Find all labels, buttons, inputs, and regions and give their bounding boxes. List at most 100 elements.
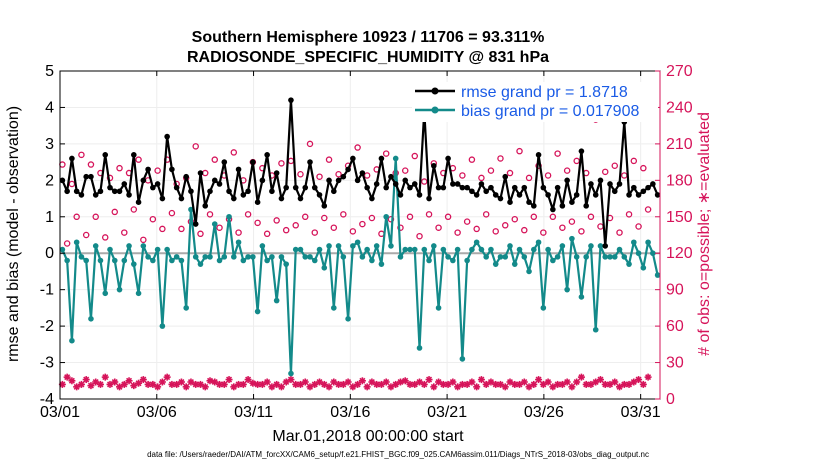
- possible-obs-marker: [154, 167, 161, 174]
- rmse-point: [483, 188, 489, 195]
- chart-title-line1: Southern Hemisphere 10923 / 11706 = 93.3…: [192, 29, 545, 46]
- rmse-point: [597, 177, 604, 184]
- evaluated-obs-stroke: [502, 383, 509, 390]
- possible-obs-series: [59, 116, 652, 247]
- possible-obs-marker: [92, 213, 99, 221]
- bias-point: [245, 254, 251, 260]
- possible-obs-marker: [368, 214, 376, 222]
- evaluated-obs-marker: [135, 379, 143, 387]
- possible-obs-marker: [59, 161, 66, 168]
- rmse-point: [135, 199, 142, 205]
- evaluated-obs-marker: [77, 380, 85, 388]
- bias-point: [335, 243, 342, 249]
- evaluated-obs-marker: [306, 383, 314, 391]
- rmse-point: [554, 184, 561, 191]
- possible-obs-marker: [244, 211, 252, 218]
- bias-point: [626, 261, 632, 267]
- bias-point: [178, 257, 185, 264]
- evaluated-obs-stroke: [316, 378, 323, 386]
- possible-obs-marker: [306, 140, 314, 148]
- evaluated-obs-marker: [287, 376, 295, 384]
- bias-point: [411, 246, 418, 253]
- possible-obs-marker: [406, 213, 414, 221]
- bias-point: [645, 239, 651, 246]
- left-tick-label: -3: [40, 355, 54, 372]
- possible-obs-marker: [478, 174, 485, 182]
- evaluated-obs-stroke: [611, 378, 618, 386]
- bias-point: [250, 254, 256, 260]
- rmse-point: [321, 203, 328, 209]
- rmse-point: [435, 184, 442, 191]
- possible-obs-marker: [578, 228, 585, 235]
- rmse-point: [540, 184, 547, 191]
- evaluated-obs-marker: [530, 380, 538, 388]
- rmse-point: [459, 184, 466, 191]
- rmse-point: [311, 184, 318, 191]
- rmse-point: [373, 181, 380, 187]
- rmse-point: [392, 181, 399, 187]
- possible-obs-marker: [587, 213, 595, 221]
- possible-obs-marker: [549, 213, 557, 221]
- bias-point: [516, 246, 523, 253]
- evaluated-obs-stroke: [345, 378, 352, 386]
- possible-obs-marker: [149, 215, 157, 223]
- evaluated-obs-stroke: [535, 376, 542, 383]
- left-tick-label: 5: [45, 63, 54, 80]
- possible-obs-marker: [435, 224, 442, 231]
- rmse-point: [635, 192, 642, 198]
- evaluated-obs-stroke: [597, 376, 604, 383]
- rmse-point: [245, 188, 251, 195]
- bias-point: [340, 254, 347, 260]
- bias-point: [164, 246, 170, 253]
- bias-point: [607, 254, 613, 260]
- evaluated-obs-stroke: [254, 381, 261, 388]
- evaluated-obs-marker: [244, 376, 252, 384]
- rmse-point: [416, 192, 423, 198]
- bias-point: [145, 254, 151, 260]
- evaluated-obs-marker: [239, 380, 247, 388]
- evaluated-obs-marker: [601, 380, 609, 388]
- bias-point: [273, 297, 280, 304]
- bias-point: [488, 246, 494, 253]
- rmse-point: [226, 188, 232, 195]
- evaluated-obs-stroke: [183, 383, 190, 390]
- rmse-point: [297, 195, 304, 202]
- x-tick-label: 03/01: [40, 404, 80, 421]
- possible-obs-marker: [216, 224, 223, 231]
- bias-point: [240, 257, 247, 264]
- bias-point: [140, 243, 147, 249]
- bias-point: [578, 294, 585, 300]
- evaluated-obs-stroke: [554, 381, 561, 388]
- rmse-point: [169, 166, 175, 173]
- evaluated-obs-stroke: [287, 376, 294, 383]
- evaluated-obs-marker: [582, 380, 590, 388]
- legend-box: [412, 82, 658, 122]
- x-tick-label: 03/21: [427, 404, 467, 421]
- evaluated-obs-marker: [111, 378, 119, 386]
- evaluated-obs-stroke: [473, 383, 480, 390]
- possible-obs-marker: [525, 174, 533, 182]
- bias-point: [397, 254, 404, 260]
- evaluated-obs-stroke: [206, 377, 214, 384]
- bias-point: [316, 246, 323, 253]
- rmse-point: [445, 155, 451, 162]
- bias-point: [345, 316, 351, 322]
- rmse-point: [283, 184, 289, 191]
- x-tick-label: 03/16: [330, 404, 370, 421]
- possible-obs-marker: [568, 218, 576, 225]
- evaluated-obs-stroke: [402, 377, 409, 384]
- evaluated-obs-stroke: [64, 374, 71, 381]
- evaluated-obs-stroke: [164, 374, 171, 381]
- evaluated-obs-marker: [639, 380, 647, 388]
- bias-point: [450, 257, 456, 264]
- evaluated-obs-marker: [225, 376, 233, 384]
- possible-obs-marker: [116, 164, 123, 172]
- bias-point: [126, 243, 132, 249]
- rmse-point: [450, 181, 456, 187]
- possible-obs-marker: [292, 222, 299, 229]
- bias-point: [497, 254, 504, 260]
- rmse-point: [345, 166, 351, 173]
- possible-obs-marker: [101, 234, 109, 241]
- possible-obs-marker: [601, 168, 609, 176]
- left-tick-label: 2: [45, 172, 54, 189]
